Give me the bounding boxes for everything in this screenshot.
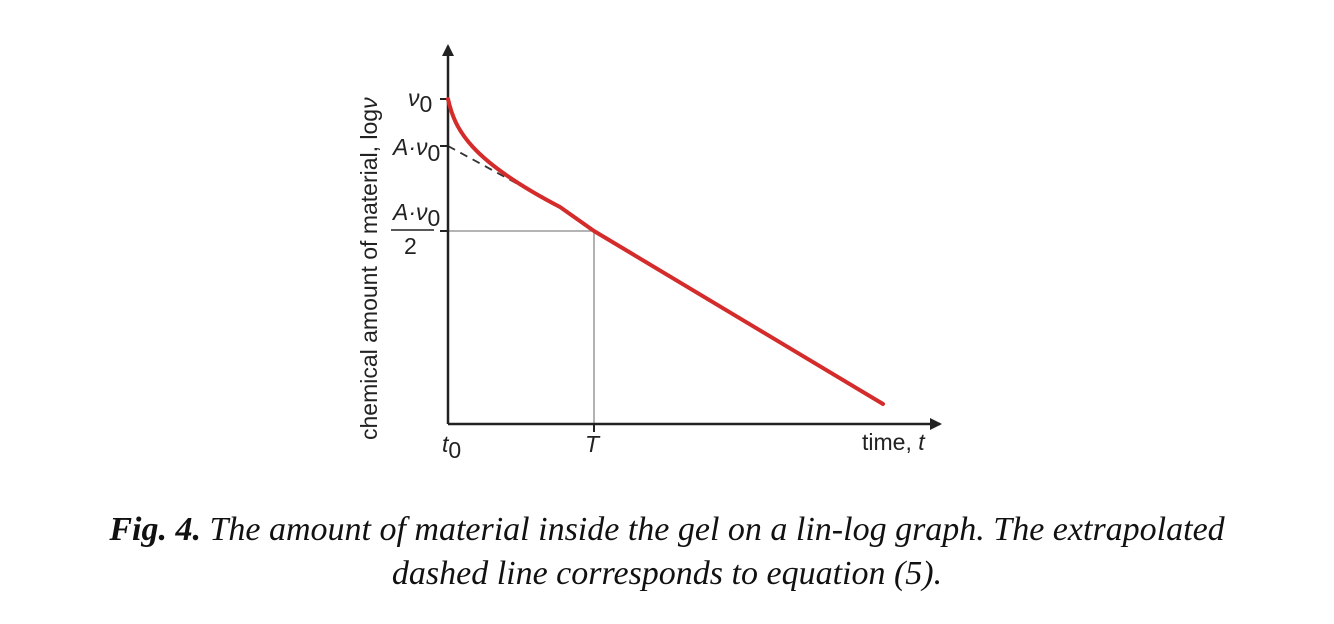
tick-label-a-nu0: A·ν0 (391, 134, 440, 166)
lin-log-diagram: chemical amount of material, logν ν0 A·ν… (356, 44, 942, 463)
y-axis-label: chemical amount of material, logν (356, 97, 382, 440)
caption-text-1: The amount of material inside the gel on… (209, 511, 1225, 548)
x-axis-label: time, t (862, 429, 926, 455)
tick-label-T: T (585, 431, 601, 457)
tick-label-nu0: ν0 (408, 85, 432, 117)
tick-label-half-numerator: A·ν0 (391, 199, 440, 231)
figure: chemical amount of material, logν ν0 A·ν… (356, 44, 942, 463)
caption-label: Fig. 4. (109, 511, 201, 548)
tick-label-half-denominator: 2 (404, 233, 417, 259)
amount-curve (446, 97, 885, 406)
tick-label-t0: t0 (442, 431, 461, 463)
caption-line-1: Fig. 4. The amount of material inside th… (0, 508, 1334, 552)
extrapolated-dashed-line (447, 145, 561, 208)
caption-line-2: dashed line corresponds to equation (5). (0, 552, 1334, 596)
caption-text-2: dashed line corresponds to equation (5). (391, 555, 943, 592)
figure-caption: Fig. 4. The amount of material inside th… (0, 508, 1334, 596)
